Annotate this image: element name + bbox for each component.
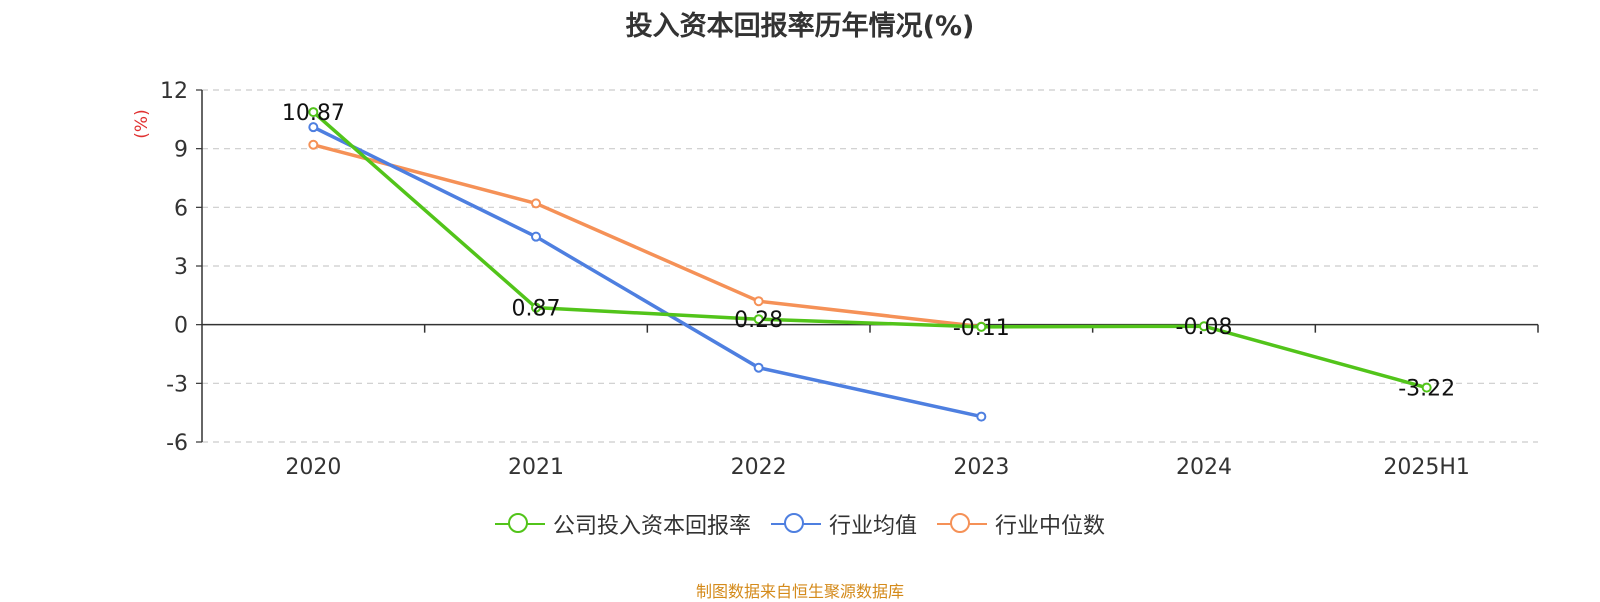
- x-tick-label: 2023: [953, 455, 1009, 480]
- legend-item-industry-mean[interactable]: 行业均值: [770, 508, 917, 540]
- data-point: [976, 321, 987, 332]
- legend-swatch-icon: [770, 512, 821, 536]
- data-label: 0.28: [734, 308, 783, 333]
- legend: 公司投入资本回报率 行业均值 行业中位数: [0, 508, 1600, 540]
- data-label: 10.87: [282, 101, 345, 126]
- series-line: [312, 143, 982, 329]
- data-label: -0.08: [1176, 315, 1233, 340]
- data-label: -0.11: [953, 316, 1010, 341]
- legend-label: 行业中位数: [995, 514, 1106, 539]
- x-tick-label: 2020: [285, 455, 341, 480]
- legend-swatch-icon: [937, 512, 987, 536]
- x-tick-label: 2025H1: [1383, 455, 1470, 480]
- data-label: 0.87: [512, 297, 561, 322]
- y-tick-label: -6: [166, 431, 188, 456]
- legend-swatch-icon: [494, 512, 545, 536]
- y-tick-label: 0: [174, 314, 188, 339]
- series-line: [312, 125, 982, 419]
- data-label: -3.22: [1398, 377, 1455, 402]
- chart-title: 投入资本回报率历年情况(%): [625, 11, 975, 42]
- data-point: [531, 198, 541, 209]
- data-point: [531, 231, 541, 242]
- data-point: [1421, 382, 1432, 393]
- y-tick-label: 9: [174, 138, 188, 163]
- axes: 12 9 6 3 0 -3 -6 2020 2021 2022 2023 2024 2025H1: [160, 79, 1539, 480]
- grid-lines: [202, 89, 1538, 443]
- y-tick-label: -3: [166, 372, 188, 397]
- x-tick-label: 2022: [731, 455, 787, 480]
- legend-label: 行业均值: [828, 514, 917, 539]
- y-axis-label: (%): [132, 109, 152, 138]
- data-point: [308, 122, 319, 133]
- x-tick-label: 2021: [508, 455, 564, 480]
- series-lines: [308, 107, 1432, 422]
- data-point: [753, 296, 764, 307]
- data-point: [976, 411, 987, 422]
- y-tick-label: 12: [160, 79, 188, 104]
- data-point: [531, 302, 541, 313]
- series-line: [312, 110, 1428, 390]
- data-point: [308, 107, 319, 118]
- source-note: 制图数据来自恒生聚源数据库: [695, 582, 904, 601]
- data-point: [753, 314, 764, 325]
- data-point: [1199, 321, 1209, 332]
- data-labels: 10.87 0.87 0.28 -0.11 -0.08 -3.22: [282, 101, 1455, 402]
- legend-item-industry-median[interactable]: 行业中位数: [937, 508, 1105, 540]
- data-point: [753, 362, 764, 373]
- data-point: [308, 139, 319, 150]
- legend-label: 公司投入资本回报率: [552, 514, 751, 539]
- x-tick-label: 2024: [1176, 455, 1232, 480]
- y-tick-label: 3: [174, 255, 188, 280]
- y-tick-label: 6: [174, 196, 188, 221]
- legend-item-company-roic[interactable]: 公司投入资本回报率: [494, 508, 751, 540]
